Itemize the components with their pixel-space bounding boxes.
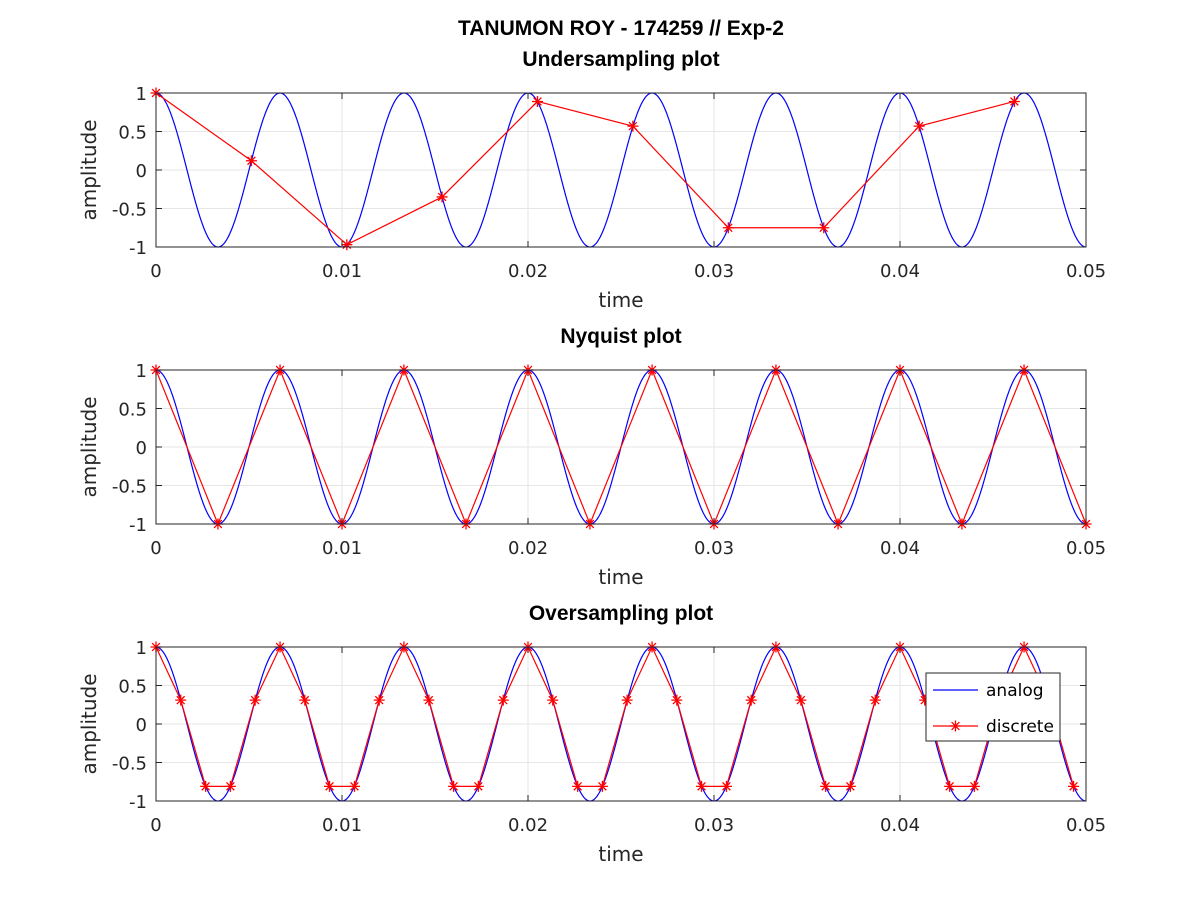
subplot-2: 0 0.01 0.02 0.03 0.04 0.05 1 0.5 0 -0.5 -1 Nyquist …: [77, 325, 1106, 589]
discrete-point: [249, 694, 261, 706]
analog-series-line: [155, 92, 1087, 248]
y-tick-label: 0: [136, 438, 147, 459]
discrete-point: [373, 694, 385, 706]
discrete-series-line: [155, 645, 1075, 787]
y-tick-label: -1: [129, 515, 147, 536]
y-tick-label: -0.5: [112, 477, 147, 498]
discrete-point: [436, 191, 448, 203]
discrete-point: [671, 694, 683, 706]
discrete-point: [596, 780, 608, 792]
y-tick-label: -1: [129, 792, 147, 813]
discrete-point: [448, 780, 460, 792]
discrete-point: [299, 694, 311, 706]
x-tick-label: 0.03: [694, 261, 734, 282]
discrete-point: [820, 780, 832, 792]
x-tick-label: 0.02: [508, 815, 548, 836]
subplot-title: Oversampling plot: [529, 602, 713, 625]
x-tick-label: 0.02: [508, 261, 548, 282]
x-tick-label: 0.03: [694, 815, 734, 836]
discrete-point: [472, 780, 484, 792]
discrete-point: [572, 780, 584, 792]
discrete-point: [968, 780, 980, 792]
discrete-point: [200, 780, 212, 792]
discrete-point: [722, 222, 734, 234]
discrete-point: [547, 694, 559, 706]
discrete-point: [224, 780, 236, 792]
x-tick-label: 0.03: [694, 538, 734, 559]
legend: analog discrete: [925, 672, 1061, 742]
y-axis-label: amplitude: [77, 396, 101, 497]
discrete-point: [745, 694, 757, 706]
x-axis-label: time: [598, 842, 643, 866]
discrete-point: [818, 222, 830, 234]
discrete-point: [497, 694, 509, 706]
y-tick-label: 1: [136, 361, 147, 382]
y-tick-label: 1: [136, 638, 147, 659]
x-tick-label: 0.04: [880, 261, 920, 282]
y-axis-label: amplitude: [77, 673, 101, 774]
y-tick-label: 0.5: [118, 677, 147, 698]
discrete-point: [919, 694, 931, 706]
discrete-point: [627, 120, 639, 132]
y-tick-label: 0.5: [118, 123, 147, 144]
x-tick-label: 0.05: [1066, 538, 1106, 559]
x-tick-label: 0.02: [508, 538, 548, 559]
discrete-point: [423, 694, 435, 706]
discrete-point: [720, 780, 732, 792]
discrete-point: [324, 780, 336, 792]
x-tick-label: 0: [150, 261, 161, 282]
y-tick-label: -0.5: [112, 200, 147, 221]
discrete-point: [245, 155, 257, 167]
x-axis-label: time: [598, 288, 643, 312]
y-tick-label: -0.5: [112, 754, 147, 775]
y-tick-label: 0: [136, 715, 147, 736]
subplot-title: Nyquist plot: [560, 325, 681, 348]
discrete-point: [913, 120, 925, 132]
x-tick-label: 0.04: [880, 538, 920, 559]
discrete-point: [869, 694, 881, 706]
y-axis-label: amplitude: [77, 119, 101, 220]
legend-discrete-label: discrete: [986, 717, 1054, 737]
discrete-point: [795, 694, 807, 706]
discrete-point: [175, 694, 187, 706]
legend-box: [925, 672, 1061, 742]
subplot-panels: 0 0.01 0.02 0.03 0.04 0.05 1 0.5 0 -0.5 -1 Undersam…: [77, 48, 1106, 866]
x-tick-label: 0: [150, 815, 161, 836]
discrete-point: [348, 780, 360, 792]
discrete-point: [341, 239, 353, 251]
discrete-point: [531, 95, 543, 107]
y-tick-label: 0: [136, 161, 147, 182]
x-axis-label: time: [598, 565, 643, 589]
x-tick-label: 0.01: [322, 261, 362, 282]
x-tick-label: 0.01: [322, 538, 362, 559]
discrete-series-line: [155, 92, 1015, 246]
discrete-point: [1008, 95, 1020, 107]
legend-analog-label: analog: [986, 681, 1044, 701]
x-tick-label: 0.04: [880, 815, 920, 836]
subplot-1: 0 0.01 0.02 0.03 0.04 0.05 1 0.5 0 -0.5 -1 Undersam…: [77, 48, 1106, 312]
y-tick-label: -1: [129, 238, 147, 259]
discrete-series-line: [155, 368, 1087, 526]
figure-title: TANUMON ROY - 174259 // Exp-2: [458, 17, 784, 40]
discrete-point: [944, 780, 956, 792]
x-tick-label: 0.01: [322, 815, 362, 836]
subplot-title: Undersampling plot: [522, 48, 719, 71]
x-tick-label: 0.05: [1066, 815, 1106, 836]
discrete-point: [696, 780, 708, 792]
discrete-point: [1068, 780, 1080, 792]
y-tick-label: 1: [136, 84, 147, 105]
y-tick-label: 0.5: [118, 400, 147, 421]
x-tick-label: 0.05: [1066, 261, 1106, 282]
x-tick-label: 0: [150, 538, 161, 559]
discrete-point: [844, 780, 856, 792]
subplot-3: 0 0.01 0.02 0.03 0.04 0.05 1 0.5 0 -0.5 -1 Oversamp…: [77, 602, 1106, 866]
legend-discrete-marker: [950, 720, 961, 732]
discrete-point: [621, 694, 633, 706]
